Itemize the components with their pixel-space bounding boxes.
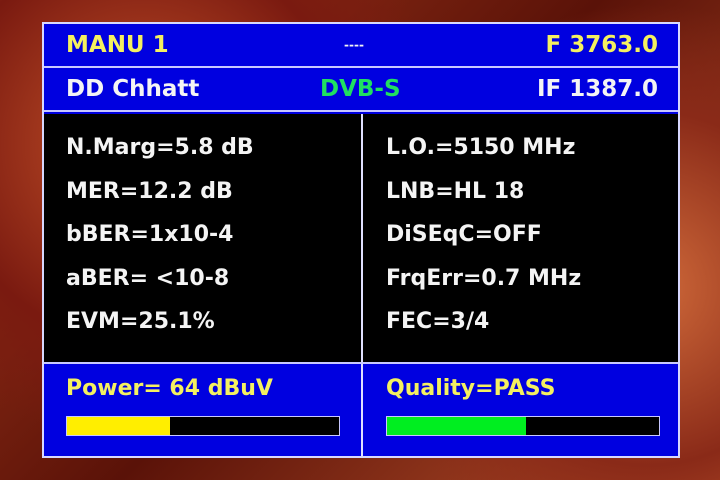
bber: bBER=1x10-4 [66,222,234,247]
power-label: Power= 64 dBuV [66,376,273,401]
standard: DVB-S [320,76,401,102]
quality-bar [386,416,660,436]
center-indicator: ---- [344,38,364,52]
if-frequency: IF 1387.0 [536,76,658,102]
n-marg: N.Marg=5.8 dB [66,135,254,160]
signal-meter-panel: MANU 1 ---- F 3763.0 DD Chhatt DVB-S IF … [42,22,680,458]
power-bar-fill [67,417,171,435]
divider [44,362,678,364]
service-name: DD Chhatt [66,76,200,102]
right-measurements: L.O.=5150 MHz LNB=HL 18 DiSEqC=OFF FrqEr… [386,126,581,344]
quality-bar-fill [387,417,526,435]
lnb: LNB=HL 18 [386,178,525,204]
header-row-2: DD Chhatt DVB-S IF 1387.0 [44,68,678,112]
fec: FEC=3/4 [386,309,490,334]
quality-label: Quality=PASS [386,376,556,401]
lo: L.O.=5150 MHz [386,135,576,160]
header-row-1: MANU 1 ---- F 3763.0 [44,24,678,68]
frequency: F 3763.0 [545,32,658,58]
divider [361,114,363,456]
left-measurements: N.Marg=5.8 dB MER=12.2 dB bBER=1x10-4 aB… [66,126,254,344]
aber: aBER= <10-8 [66,265,230,291]
mer: MER=12.2 dB [66,178,233,204]
channel-name: MANU 1 [66,32,169,58]
power-bar [66,416,340,436]
evm: EVM=25.1% [66,309,215,334]
frq-err: FrqErr=0.7 MHz [386,265,582,291]
diseqc: DiSEqC=OFF [386,222,542,247]
